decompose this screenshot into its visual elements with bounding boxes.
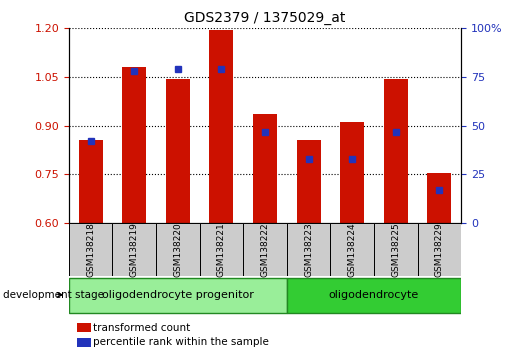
Bar [69,223,112,276]
Bar [243,223,287,276]
Bar [79,140,103,223]
Text: oligodendrocyte progenitor: oligodendrocyte progenitor [102,290,254,300]
Text: GSM138229: GSM138229 [435,222,444,277]
Text: GSM138225: GSM138225 [391,222,400,277]
Bar [427,173,452,223]
Bar [374,223,418,276]
Text: GDS2379 / 1375029_at: GDS2379 / 1375029_at [184,11,346,25]
Text: GSM138223: GSM138223 [304,222,313,277]
Bar [340,122,364,223]
Bar [287,278,461,313]
Bar [287,223,330,276]
Bar [69,278,287,313]
Text: percentile rank within the sample: percentile rank within the sample [93,337,269,347]
Bar [122,67,146,223]
Bar [166,79,190,223]
Text: GSM138221: GSM138221 [217,222,226,277]
Bar [156,223,200,276]
Text: GSM138219: GSM138219 [130,222,139,277]
Bar [330,223,374,276]
Bar [384,79,408,223]
Text: GSM138218: GSM138218 [86,222,95,277]
Bar [77,323,91,332]
Bar [418,223,461,276]
Text: oligodendrocyte: oligodendrocyte [329,290,419,300]
Bar [253,114,277,223]
Bar [112,223,156,276]
Text: development stage: development stage [3,290,104,300]
Text: GSM138224: GSM138224 [348,222,357,277]
Bar [200,223,243,276]
Bar [77,338,91,347]
Text: transformed count: transformed count [93,322,190,332]
Text: GSM138220: GSM138220 [173,222,182,277]
Bar [297,140,321,223]
Text: GSM138222: GSM138222 [261,222,269,277]
Bar [209,30,233,223]
